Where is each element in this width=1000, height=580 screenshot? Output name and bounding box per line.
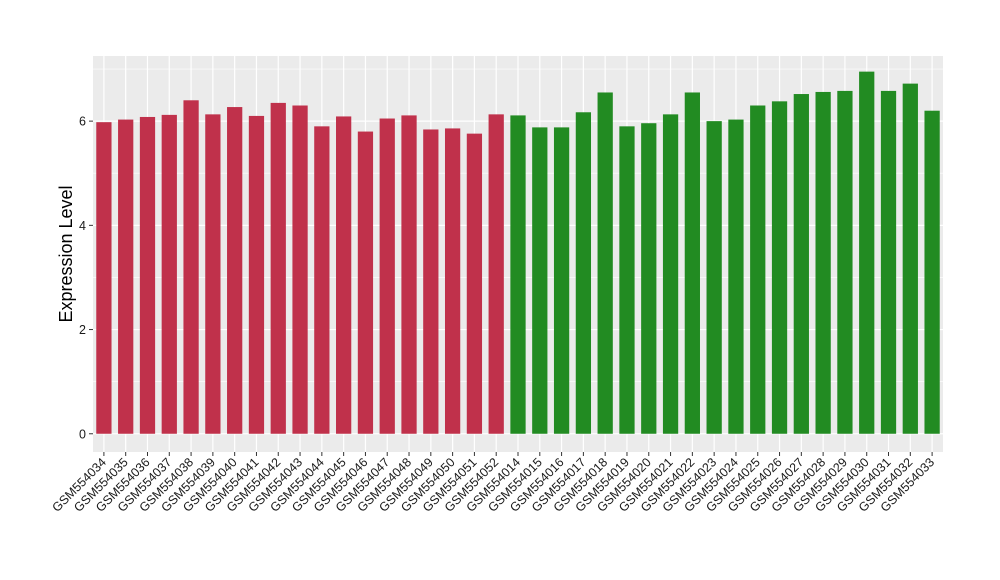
bar-GSM554014 xyxy=(510,115,526,434)
bar-GSM554051 xyxy=(466,133,483,434)
bar-GSM554037 xyxy=(161,114,177,434)
bar-GSM554047 xyxy=(379,118,395,434)
y-tick-label: 0 xyxy=(79,427,86,441)
bar-GSM554046 xyxy=(357,131,374,434)
bar-GSM554031 xyxy=(880,90,897,434)
bar-GSM554024 xyxy=(728,119,744,434)
bar-GSM554033 xyxy=(924,110,940,434)
bar-GSM554042 xyxy=(270,102,286,434)
bar-GSM554029 xyxy=(837,90,853,434)
bar-GSM554022 xyxy=(684,92,700,434)
bar-GSM554020 xyxy=(641,123,657,434)
bar-GSM554044 xyxy=(314,126,330,434)
bar-GSM554035 xyxy=(118,119,134,434)
bar-GSM554052 xyxy=(488,114,504,434)
y-tick-label: 6 xyxy=(79,115,86,129)
bar-GSM554030 xyxy=(859,71,875,434)
bar-GSM554026 xyxy=(771,101,788,434)
bar-GSM554043 xyxy=(292,105,308,434)
bar-GSM554015 xyxy=(532,127,548,434)
y-axis-title: Expression Level xyxy=(56,185,76,322)
y-axis: 0 2 4 6 xyxy=(79,115,93,441)
x-axis: GSM554034GSM554035GSM554036GSM554037GSM5… xyxy=(49,452,937,515)
bar-GSM554034 xyxy=(96,122,112,434)
bar-GSM554036 xyxy=(139,116,156,434)
bar-GSM554048 xyxy=(401,115,417,434)
bar-GSM554027 xyxy=(793,94,809,434)
bar-GSM554045 xyxy=(336,116,352,434)
bar-GSM554040 xyxy=(227,107,243,434)
bar-GSM554016 xyxy=(553,127,570,434)
bar-GSM554039 xyxy=(205,114,221,434)
bar-GSM554038 xyxy=(183,100,199,434)
bars xyxy=(96,71,940,434)
y-tick-label: 2 xyxy=(79,323,86,337)
bar-GSM554023 xyxy=(706,121,722,434)
bar-GSM554028 xyxy=(815,91,831,434)
bar-GSM554021 xyxy=(662,114,679,434)
bar-GSM554049 xyxy=(423,129,439,434)
bar-GSM554032 xyxy=(902,83,918,434)
bar-GSM554017 xyxy=(575,112,592,434)
y-tick-label: 4 xyxy=(79,219,86,233)
bar-GSM554025 xyxy=(750,105,766,434)
bar-GSM554018 xyxy=(597,92,613,434)
bar-GSM554050 xyxy=(444,128,461,434)
bar-GSM554019 xyxy=(619,126,635,434)
bar-GSM554041 xyxy=(248,115,265,434)
